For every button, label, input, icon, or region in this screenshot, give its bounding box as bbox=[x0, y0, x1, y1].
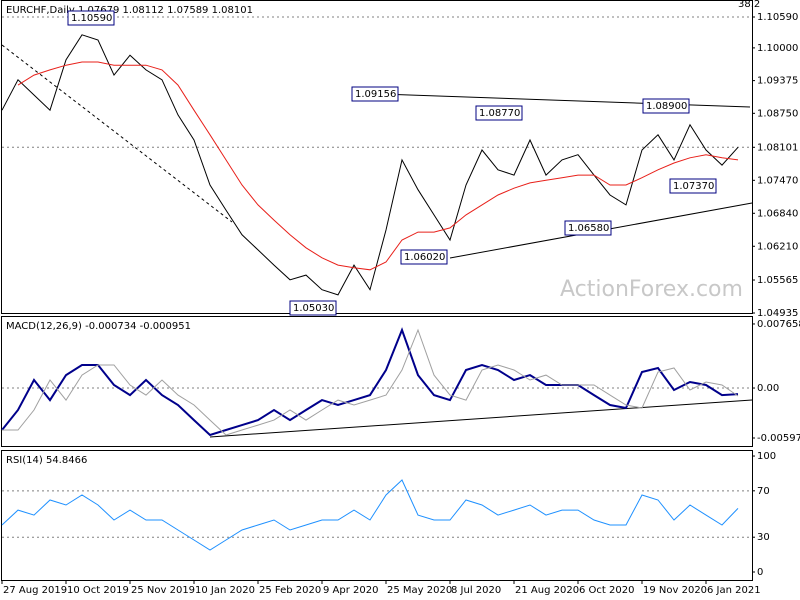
rsi-title: RSI(14) 54.8466 bbox=[6, 455, 87, 466]
x-tick-label: 27 Aug 2019 bbox=[3, 585, 67, 596]
series-line bbox=[1, 479, 739, 551]
price-label-box bbox=[642, 98, 690, 114]
watermark: ActionForex.com bbox=[560, 277, 743, 302]
trend-line bbox=[1, 44, 233, 223]
x-tick-label: 25 Nov 2019 bbox=[131, 585, 195, 596]
price-label-box bbox=[669, 178, 717, 194]
x-tick-label: 25 Feb 2020 bbox=[259, 585, 321, 596]
y-tick-label: 1.08750 bbox=[757, 108, 798, 119]
x-tick-label: 9 Apr 2020 bbox=[323, 585, 378, 596]
series-line bbox=[2, 328, 739, 436]
price-label-box bbox=[400, 249, 448, 265]
y-tick-label: 30 bbox=[757, 532, 770, 543]
trend-line bbox=[209, 399, 753, 438]
y-tick-label: 1.10000 bbox=[757, 43, 798, 54]
price-label-box bbox=[475, 105, 523, 121]
y-tick-label: 1.10590 bbox=[757, 12, 798, 23]
price-label: 1.10590 bbox=[71, 13, 112, 24]
macd-pane bbox=[1, 316, 753, 447]
y-tick-label: 1.05565 bbox=[757, 275, 798, 286]
x-tick-label: 6 Oct 2020 bbox=[579, 585, 634, 596]
rsi-pane bbox=[1, 450, 753, 581]
y-tick-label: 100 bbox=[757, 451, 776, 462]
y-tick-label: 0.007658 bbox=[757, 319, 800, 330]
series-line bbox=[1, 34, 739, 296]
corner-note: 38.2 bbox=[738, 0, 760, 10]
x-tick-label: 6 Jan 2021 bbox=[707, 585, 761, 596]
x-tick-label: 8 Jul 2020 bbox=[451, 585, 501, 596]
x-tick-label: 21 Aug 2020 bbox=[515, 585, 579, 596]
price-label-box bbox=[67, 10, 115, 26]
y-tick-label: 1.06840 bbox=[757, 208, 798, 219]
price-label: 1.08770 bbox=[479, 108, 520, 119]
y-tick-label: -0.005974 bbox=[757, 433, 800, 444]
y-tick-label: 1.07470 bbox=[757, 175, 798, 186]
y-tick-label: 1.08101 bbox=[757, 142, 798, 153]
y-tick-label: 1.04935 bbox=[757, 308, 798, 319]
macd-title: MACD(12,26,9) -0.000734 -0.000951 bbox=[6, 321, 191, 332]
price-label-box bbox=[289, 300, 337, 316]
y-tick-label: 1.09375 bbox=[757, 76, 798, 87]
x-tick-label: 25 May 2020 bbox=[387, 585, 452, 596]
series-line bbox=[17, 61, 739, 271]
price-label: 1.09156 bbox=[355, 89, 396, 100]
price-label: 1.07370 bbox=[673, 181, 714, 192]
x-tick-label: 10 Oct 2019 bbox=[67, 585, 129, 596]
price-label: 1.06580 bbox=[568, 223, 609, 234]
price-label: 1.08900 bbox=[646, 101, 687, 112]
price-pane bbox=[1, 0, 753, 314]
y-tick-label: 0.00 bbox=[757, 383, 779, 394]
price-label-box bbox=[564, 220, 612, 236]
price-label: 1.06020 bbox=[404, 252, 445, 263]
price-title: EURCHF,Daily 1.07679 1.08112 1.07589 1.0… bbox=[6, 5, 253, 16]
x-tick-label: 10 Jan 2020 bbox=[195, 585, 255, 596]
series-line bbox=[1, 327, 739, 437]
y-tick-label: 1.06210 bbox=[757, 241, 798, 252]
x-tick-label: 19 Nov 2020 bbox=[643, 585, 707, 596]
y-tick-label: 70 bbox=[757, 486, 770, 497]
price-label-box bbox=[351, 86, 399, 102]
y-tick-label: 0 bbox=[757, 567, 763, 578]
price-label: 1.05030 bbox=[293, 303, 334, 314]
